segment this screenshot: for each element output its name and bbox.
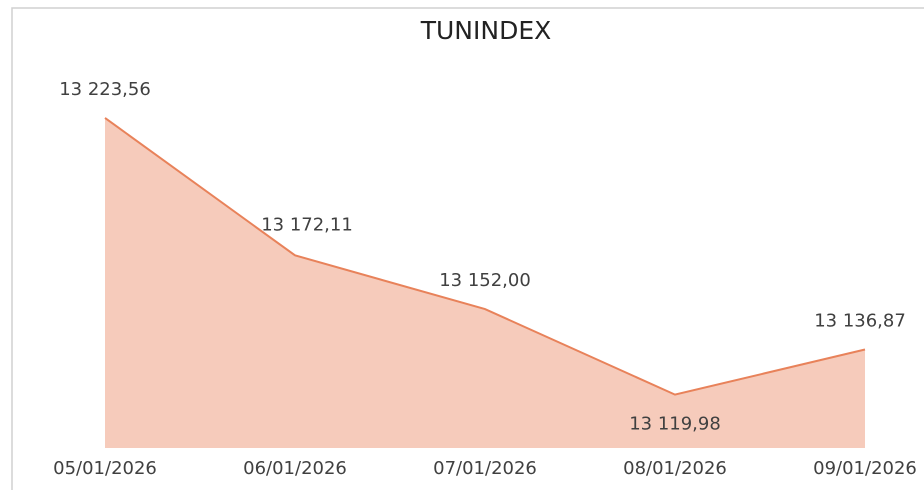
- x-tick-label: 09/01/2026: [813, 458, 917, 479]
- x-tick-label: 07/01/2026: [433, 458, 537, 479]
- line: [104, 117, 866, 396]
- area: [105, 117, 865, 449]
- x-tick-label: 06/01/2026: [243, 458, 347, 479]
- x-tick-label: 08/01/2026: [623, 458, 727, 479]
- data-label: 13 172,11: [261, 214, 353, 235]
- data-label: 13 223,56: [59, 79, 151, 100]
- data-label: 13 152,00: [439, 270, 531, 291]
- data-label: 13 119,98: [629, 414, 721, 435]
- x-tick-label: 05/01/2026: [53, 458, 157, 479]
- chart-title: TUNINDEX: [420, 16, 552, 45]
- data-label: 13 136,87: [814, 311, 906, 332]
